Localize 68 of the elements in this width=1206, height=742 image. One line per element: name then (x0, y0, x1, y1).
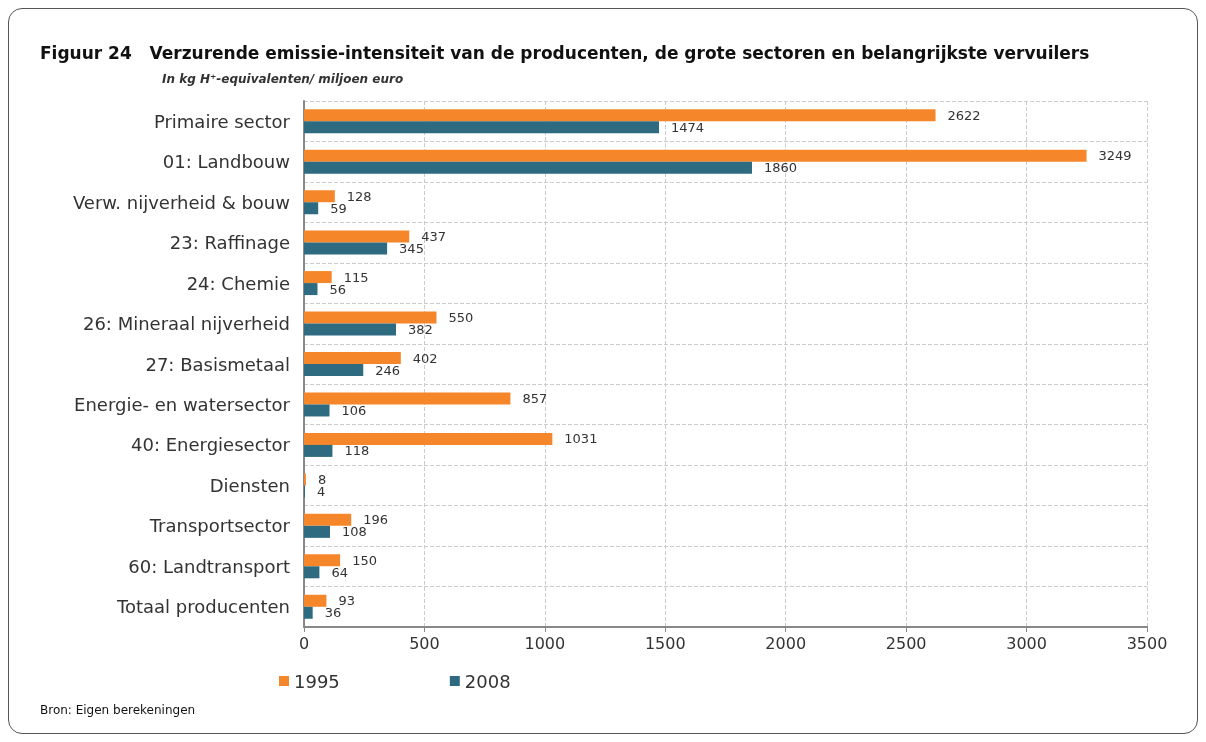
bar (304, 149, 1087, 162)
x-tick-label: 3500 (1126, 633, 1168, 653)
x-tick-label: 1500 (644, 633, 686, 653)
data-label: 402 (412, 350, 438, 366)
y-tick-label: 40: Energiesector (131, 434, 291, 456)
bar (304, 202, 319, 215)
y-tick-label: Diensten (209, 474, 290, 496)
y-tick-label: 01: Landbouw (162, 151, 290, 173)
y-tick-label: Totaal producenten (116, 596, 290, 618)
data-label: 1474 (671, 119, 705, 135)
bar (304, 392, 511, 405)
data-label: 2622 (947, 107, 981, 123)
data-label: 345 (399, 241, 424, 257)
data-label: 1031 (564, 431, 598, 447)
bar (304, 444, 333, 457)
bar (304, 566, 320, 579)
data-label: 106 (341, 402, 367, 418)
data-label: 382 (408, 322, 433, 338)
x-tick-label: 500 (409, 633, 440, 653)
bar (304, 606, 313, 619)
bar (304, 109, 936, 122)
y-tick-label: 23: Raffinage (169, 232, 290, 254)
bar (304, 230, 410, 243)
y-tick-label: Verw. nijverheid & bouw (72, 191, 290, 213)
bar (304, 352, 401, 364)
bar (304, 513, 352, 526)
data-label: 1860 (763, 160, 798, 176)
data-label: 3249 (1098, 148, 1132, 164)
bar (304, 271, 332, 284)
bar (304, 161, 752, 174)
bar (304, 242, 388, 255)
bar (304, 432, 553, 445)
y-tick-label: Primaire sector (153, 110, 291, 132)
data-label: 118 (344, 443, 370, 459)
bar (304, 283, 318, 296)
bar (304, 121, 660, 134)
y-tick-label: 24: Chemie (186, 272, 290, 294)
x-tick-label: 1000 (524, 633, 566, 653)
bar (304, 525, 331, 538)
bar (304, 190, 335, 203)
text: Bron: Eigen berekeningen (40, 703, 196, 717)
x-tick-label: 0 (298, 633, 310, 653)
bar (304, 311, 437, 324)
y-tick-label: Energie- en watersector (74, 393, 291, 415)
y-tick-label: 60: Landtransport (128, 555, 290, 577)
x-tick-label: 3000 (1006, 633, 1047, 653)
legend-label: 1995 (294, 670, 340, 692)
y-tick-label: 26: Mineraal nijverheid (82, 313, 290, 335)
y-tick-label: 27: Basismetaal (145, 353, 290, 375)
bar (304, 594, 327, 607)
data-label: 246 (375, 362, 401, 378)
data-label: 550 (448, 310, 474, 326)
data-label: 128 (346, 188, 372, 204)
x-tick-label: 2000 (765, 633, 807, 653)
bar (304, 364, 364, 376)
bar (304, 323, 397, 336)
y-tick-label: Transportsector (148, 515, 291, 537)
data-label: 64 (331, 564, 348, 580)
data-label: 150 (352, 552, 377, 568)
bar (304, 404, 330, 417)
data-label: 857 (522, 390, 548, 406)
x-tick-label: 2500 (885, 633, 927, 653)
data-label: 437 (421, 229, 447, 245)
data-label: 59 (330, 200, 347, 216)
bar (304, 554, 341, 567)
chart-subtitle: In kg H⁺-equivalenten/ miljoen euro (162, 72, 404, 86)
chart-title: Figuur 24 Verzurende emissie-intensiteit van de producenten, de grote sectoren en belangrijkste vervuilers (40, 42, 1090, 63)
legend-label: 2008 (464, 670, 511, 692)
